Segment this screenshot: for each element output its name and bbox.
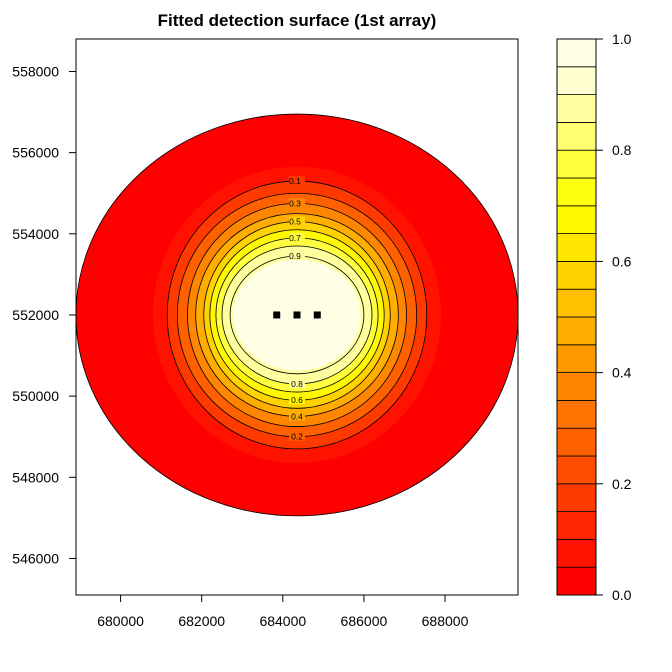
x-tick-label: 684000 [259, 613, 306, 629]
contour-label-bg [289, 176, 305, 186]
x-tick-label: 688000 [422, 613, 469, 629]
contour-layer: 0.1 0.2 0.3 0.4 0.5 0.6 0.7 0.8 0.9 [166, 176, 428, 450]
contour-label-0.6: 0.6 [291, 395, 303, 405]
colorbar-bin [556, 399, 597, 429]
colorbar-frame [556, 38, 597, 596]
detector-layer [273, 311, 321, 319]
colorbar-bin [556, 66, 597, 96]
y-tick-label: 554000 [12, 226, 59, 242]
colorbar-bin [556, 539, 597, 568]
contour-label-0.7: 0.7 [289, 233, 301, 243]
colorbar-tick-label: 1.0 [612, 31, 632, 47]
colorbar-bin [556, 511, 597, 540]
contour-label-bg [289, 251, 305, 261]
colorbar-bin [556, 372, 597, 401]
colorbar-bin [556, 483, 597, 512]
contour-label-bg [289, 431, 305, 441]
contour-label-0.8: 0.8 [291, 379, 303, 389]
contour-label-bg [289, 411, 305, 421]
x-tick-label: 686000 [341, 613, 388, 629]
y-tick-label: 558000 [12, 63, 59, 79]
y-tick-label: 546000 [12, 550, 59, 566]
contour-label-0.1: 0.1 [289, 176, 301, 186]
x-tick-label: 680000 [97, 613, 144, 629]
contour-label-0.3: 0.3 [289, 198, 301, 208]
colorbar-tick-label: 0.8 [612, 142, 632, 158]
contour-label-0.2: 0.2 [291, 432, 303, 442]
x-axis: 680000 682000 684000 686000 688000 [97, 595, 469, 629]
contour-label-0.9: 0.9 [289, 251, 301, 261]
contour-label-bg [289, 395, 305, 405]
colorbar-legend: 0.0 0.2 0.4 0.6 0.8 1.0 [556, 31, 632, 603]
contour-label-bg [289, 198, 305, 208]
y-tick-label: 556000 [12, 145, 59, 161]
colorbar-bin [556, 316, 597, 346]
colorbar-tick-label: 0.0 [612, 587, 632, 603]
detector-3 [313, 311, 321, 319]
colorbar-bin [556, 205, 597, 235]
colorbar-bin [556, 455, 597, 485]
detector-1 [273, 311, 281, 319]
contour-label-bg [289, 378, 305, 388]
y-axis: 546000 548000 550000 552000 554000 556000 5580… [12, 63, 76, 566]
colorbar-bin [556, 94, 597, 123]
colorbar-bin [556, 177, 597, 207]
colorbar-bin [556, 233, 597, 262]
colorbar-bin [556, 288, 597, 318]
detector-2 [293, 311, 301, 319]
plot-frame [75, 38, 519, 596]
contour-label-0.5: 0.5 [289, 217, 301, 227]
colorbar-bin [556, 427, 597, 457]
colorbar-bin [556, 149, 597, 179]
colorbar-bin [556, 122, 597, 151]
contour-label-bg [289, 232, 305, 242]
x-tick-label: 682000 [178, 613, 225, 629]
contour-label-bg [289, 216, 305, 226]
y-tick-label: 552000 [12, 307, 59, 323]
colorbar-tick-label: 0.2 [612, 476, 632, 492]
chart-title: Fitted detection surface (1st array) [158, 11, 437, 30]
colorbar-bin [556, 38, 597, 68]
colorbar-tick-label: 0.6 [612, 253, 632, 269]
colorbar-bin [556, 566, 597, 596]
colorbar-bin [556, 344, 597, 373]
contour-label-0.4: 0.4 [291, 411, 303, 421]
colorbar-tick-label: 0.4 [612, 365, 632, 381]
y-tick-label: 550000 [12, 388, 59, 404]
colorbar-bin [556, 260, 597, 290]
y-tick-label: 548000 [12, 469, 59, 485]
